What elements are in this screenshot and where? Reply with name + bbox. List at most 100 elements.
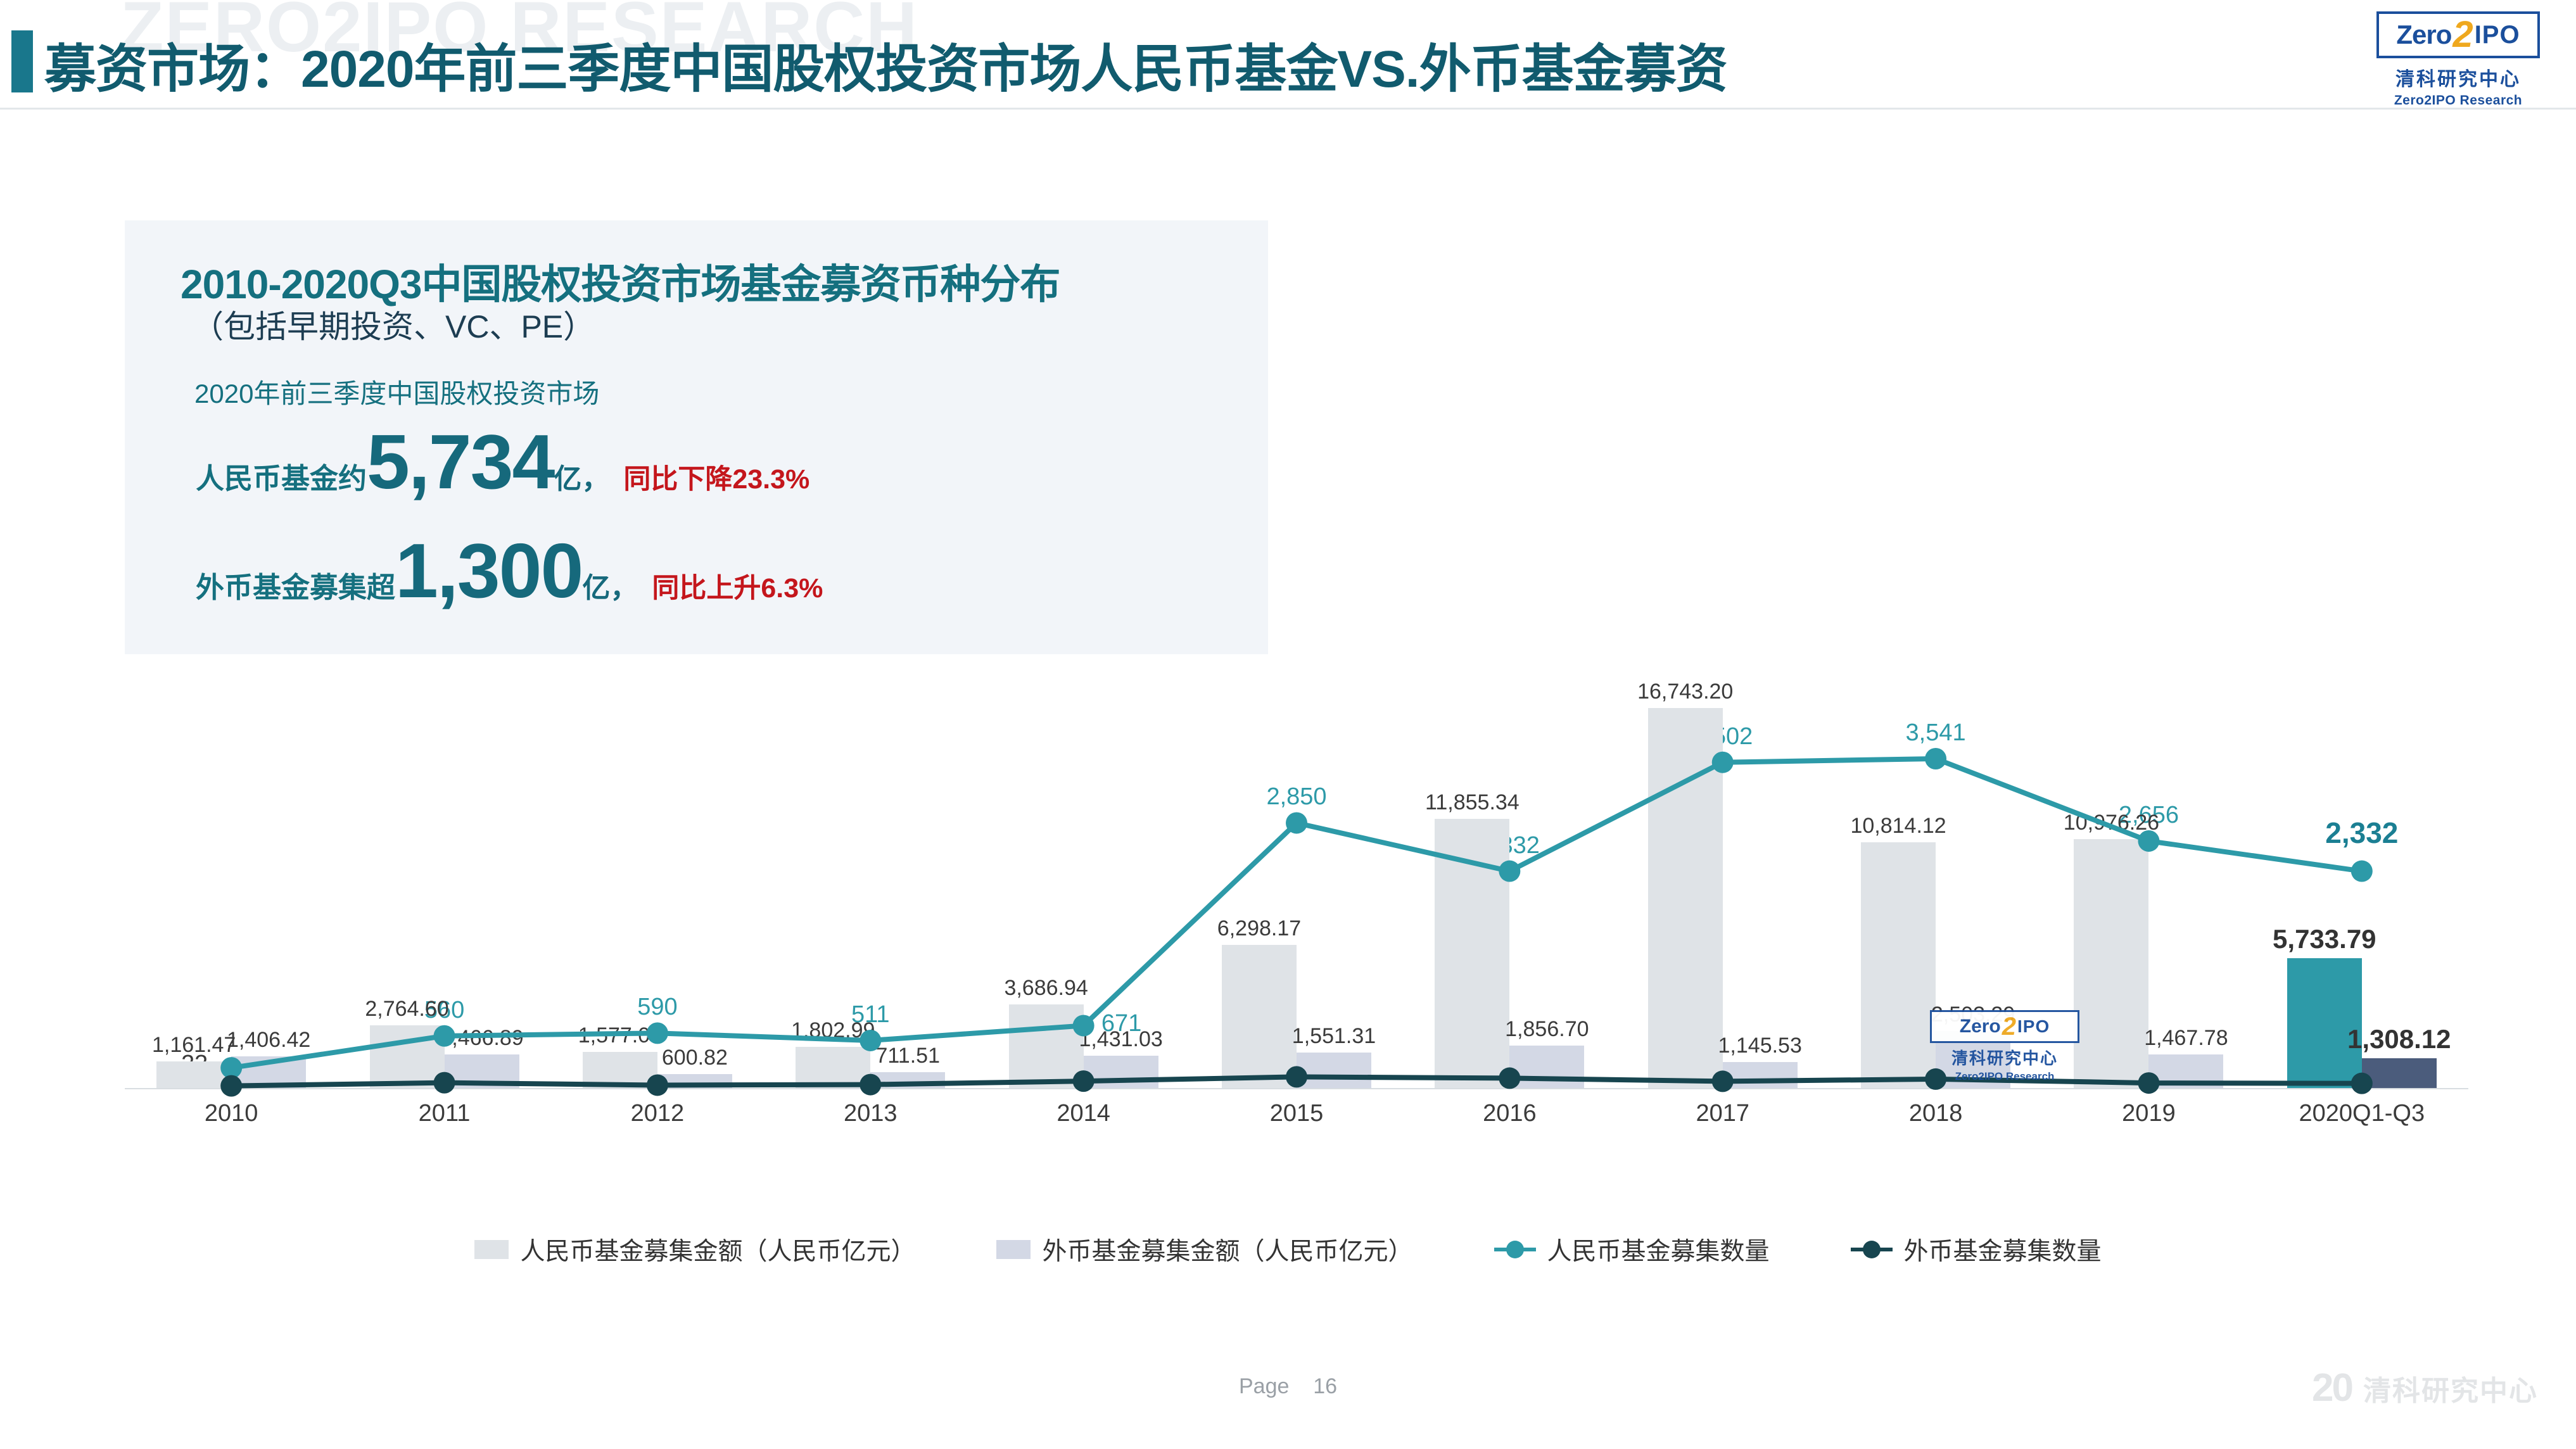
zero2ipo-logo-mark: Zero 2 IPO — [2376, 11, 2540, 58]
x-axis-tick-2012: 2012 — [630, 1100, 685, 1127]
bar-fx-2015[interactable]: 1,551.31 — [1292, 1024, 1376, 1088]
legend-swatch-icon — [996, 1240, 1031, 1259]
stat-delta-fx: 同比上升6.3% — [652, 573, 823, 604]
logo-ipo-text: IPO — [2474, 20, 2520, 49]
bar-group: 6,298.17 1,551.31 — [1190, 708, 1403, 1088]
line-point-fx-2013[interactable] — [860, 1073, 882, 1096]
chart-category-2012: 1,577.09 600.82 2012 — [551, 671, 764, 1127]
bar-rmb-2014[interactable]: 3,686.94 — [1004, 976, 1088, 1088]
chart-category-2020Q1-Q3: 5,733.79 1,308.12 2020Q1-Q3 — [2256, 671, 2468, 1127]
chart-watermark-en: Zero2IPO Research — [1955, 1070, 2055, 1082]
line-point-rmb-2016[interactable] — [1499, 860, 1521, 882]
chart-watermark-zero: Zero — [1959, 1016, 2001, 1037]
x-axis-tick-2015: 2015 — [1269, 1100, 1324, 1127]
stat-row-fx: 外币基金募集超 1,300 亿， 同比上升6.3% — [196, 532, 823, 609]
line-point-fx-2019[interactable] — [2138, 1072, 2160, 1094]
line-point-fx-2020Q1-Q3[interactable] — [2351, 1072, 2373, 1094]
bar-value-label: 11,855.34 — [1424, 790, 1520, 815]
page-title: 募资市场：2020年前三季度中国股权投资市场人民币基金VS.外币基金募资 — [44, 41, 1728, 98]
legend-label: 外币基金募集数量 — [1903, 1238, 2102, 1265]
stat-value-fx: 1,300 — [395, 528, 583, 614]
line-point-rmb-2013[interactable] — [860, 1029, 882, 1051]
bar-rmb-2018[interactable]: 10,814.12 — [1850, 814, 1946, 1088]
chart-watermark-ipo: IPO — [2017, 1016, 2050, 1036]
line-point-fx-2014[interactable] — [1072, 1070, 1094, 1092]
footer-brand-name: 清科研究中心 — [2363, 1376, 2538, 1407]
line-point-rmb-2014[interactable] — [1072, 1015, 1094, 1037]
line-point-fx-2018[interactable] — [1925, 1068, 1947, 1090]
legend-dot-icon — [1862, 1241, 1881, 1258]
logo-en-name: Zero2IPO Research — [2394, 93, 2523, 108]
x-axis-tick-2014: 2014 — [1056, 1100, 1110, 1127]
chart-category-2015: 6,298.17 1,551.31 2015 — [1190, 671, 1403, 1127]
line-point-rmb-2011[interactable] — [433, 1025, 455, 1047]
legend-item-2[interactable]: 人民币基金募集数量 — [1494, 1232, 1770, 1267]
legend-item-1[interactable]: 外币基金募集金额（人民币亿元） — [996, 1232, 1413, 1267]
footer-page-indicator: Page 16 — [0, 1374, 2576, 1399]
line-value-label-rmb: 2,850 — [1266, 783, 1327, 811]
bar-value-label: 1,308.12 — [2347, 1024, 2451, 1054]
line-point-fx-2017[interactable] — [1711, 1070, 1734, 1092]
legend-label: 外币基金募集金额（人民币亿元） — [1042, 1238, 1413, 1265]
stat-unit-rmb: 亿， — [554, 464, 610, 495]
chart-watermark-two: 2 — [2002, 1013, 2017, 1041]
line-point-rmb-2017[interactable] — [1711, 751, 1734, 773]
line-point-rmb-2018[interactable] — [1925, 748, 1947, 769]
line-point-rmb-2019[interactable] — [2138, 830, 2160, 852]
stat-unit-fx: 亿， — [582, 573, 638, 604]
x-axis-tick-2019: 2019 — [2122, 1100, 2176, 1127]
line-point-fx-2015[interactable] — [1286, 1066, 1307, 1088]
x-axis-tick-2020Q1-Q3: 2020Q1-Q3 — [2299, 1100, 2425, 1127]
line-value-label-rmb: 2,332 — [2325, 816, 2399, 849]
bar-fx-2020Q1-Q3[interactable]: 1,308.12 — [2347, 1024, 2451, 1088]
x-axis-line — [125, 1088, 2468, 1089]
x-axis-tick-2018: 2018 — [1908, 1100, 1963, 1127]
bar-value-label: 1,856.70 — [1505, 1017, 1589, 1042]
line-point-fx-2010[interactable] — [220, 1075, 243, 1097]
logo-cn-name: 清科研究中心 — [2395, 69, 2521, 90]
zero2ipo-logo: Zero 2 IPO 清科研究中心 Zero2IPO Research — [2363, 11, 2553, 108]
footer-brand: 20 清科研究中心 — [2312, 1368, 2538, 1408]
bar-rmb-2020Q1-Q3[interactable]: 5,733.79 — [2273, 924, 2376, 1088]
line-value-label-rmb: 560 — [424, 996, 465, 1023]
summary-info-box: 2010-2020Q3中国股权投资市场基金募资币种分布 （包括早期投资、VC、P… — [125, 220, 1268, 654]
bar-rmb-2015[interactable]: 6,298.17 — [1217, 916, 1301, 1088]
footer-anniversary-mark: 20 — [2312, 1366, 2354, 1410]
line-point-rmb-2015[interactable] — [1286, 812, 1307, 834]
header-watermark-text: ZERO2IPO RESEARCH — [120, 0, 918, 66]
line-value-label-rmb: 2,656 — [2118, 801, 2179, 828]
chart-watermark-mark: Zero 2 IPO — [1930, 1010, 2079, 1043]
line-point-rmb-2020Q1-Q3[interactable] — [2351, 860, 2373, 882]
line-point-rmb-2012[interactable] — [646, 1022, 668, 1044]
bar-value-label: 5,733.79 — [2273, 923, 2376, 954]
legend-dot-icon — [1506, 1241, 1524, 1258]
legend-label: 人民币基金募集数量 — [1547, 1238, 1770, 1265]
line-point-fx-2011[interactable] — [433, 1072, 455, 1094]
bar-value-label: 6,298.17 — [1217, 916, 1302, 941]
fundraising-chart: 1,161.47 1,406.42 2010 2,764.60 1,466.89 2011… — [0, 671, 2576, 1241]
line-value-label-rmb: 3,541 — [1905, 719, 1966, 746]
line-point-fx-2016[interactable] — [1499, 1067, 1521, 1089]
legend-item-3[interactable]: 外币基金募集数量 — [1850, 1232, 2102, 1267]
line-point-rmb-2010[interactable] — [220, 1057, 243, 1079]
footer-page-label: Page — [1238, 1374, 1290, 1398]
line-value-label-rmb: 671 — [1101, 1010, 1142, 1037]
bar-fx-2017[interactable]: 1,145.53 — [1718, 1034, 1802, 1088]
bar-value-label: 1,145.53 — [1718, 1033, 1802, 1058]
bar-rmb-2019[interactable]: 10,976.26 — [2064, 811, 2159, 1088]
x-axis-tick-2016: 2016 — [1483, 1100, 1537, 1127]
chart-line-series — [220, 748, 2373, 1097]
bar-group: 1,577.09 600.82 — [551, 708, 764, 1088]
header-divider — [0, 108, 2576, 110]
chart-category-2010: 1,161.47 1,406.42 2010 — [125, 671, 338, 1127]
chart-legend: 人民币基金募集金额（人民币亿元） 外币基金募集金额（人民币亿元） 人民币基金募集数量… — [0, 1232, 2576, 1267]
legend-label: 人民币基金募集金额（人民币亿元） — [520, 1238, 916, 1265]
line-point-fx-2012[interactable] — [646, 1074, 668, 1096]
legend-item-0[interactable]: 人民币基金募集金额（人民币亿元） — [474, 1232, 915, 1267]
bar-rmb-2010[interactable]: 1,161.47 — [152, 1033, 236, 1088]
bar-value-label: 3,686.94 — [1004, 975, 1088, 1000]
bar-value-label: 1,551.31 — [1291, 1024, 1376, 1049]
info-box-subtitle: （包括早期投资、VC、PE） — [192, 309, 595, 345]
chart-watermark-cn: 清科研究中心 — [1951, 1049, 2058, 1068]
